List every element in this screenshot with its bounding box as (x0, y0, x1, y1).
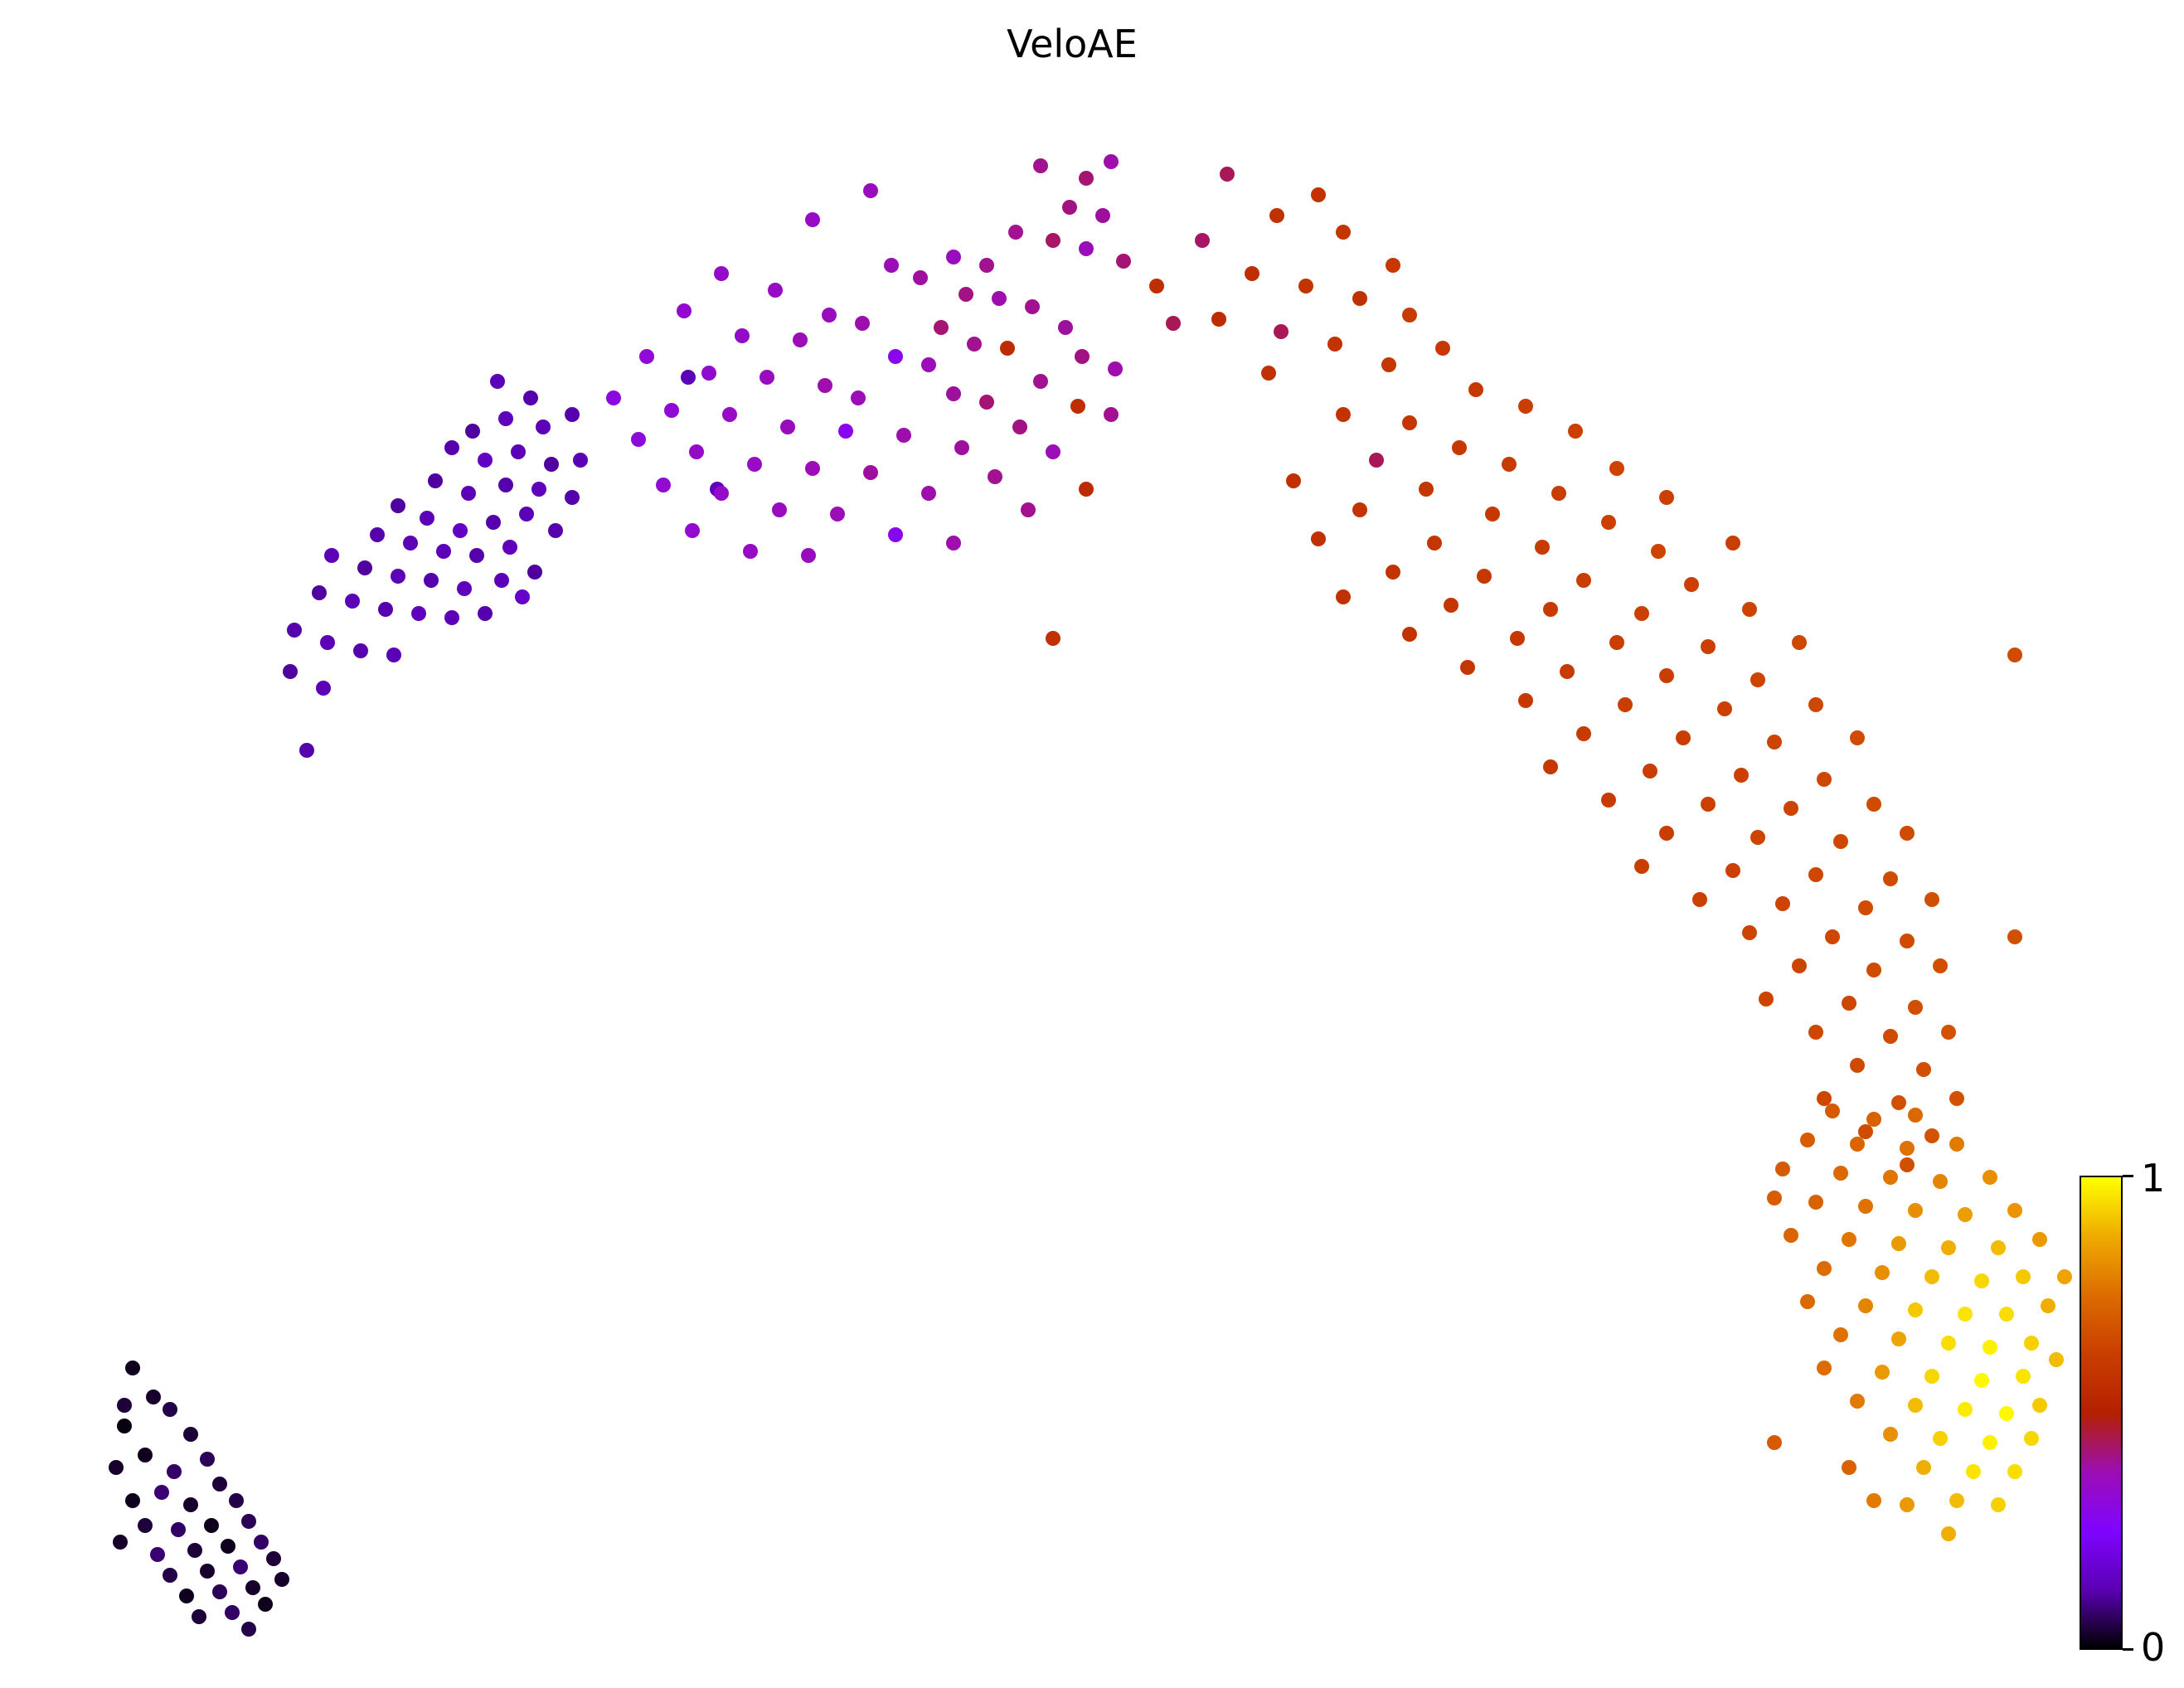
colorbar: 1 0 (2080, 1159, 2165, 1666)
colorbar-min-label: 0 (2141, 1625, 2166, 1670)
colorbar-gradient (2080, 1176, 2123, 1650)
colorbar-max-tick (2123, 1175, 2133, 1177)
colorbar-min-tick (2123, 1648, 2133, 1651)
chart-title: VeloAE (1007, 22, 1138, 66)
colorbar-max-label: 1 (2141, 1156, 2166, 1201)
